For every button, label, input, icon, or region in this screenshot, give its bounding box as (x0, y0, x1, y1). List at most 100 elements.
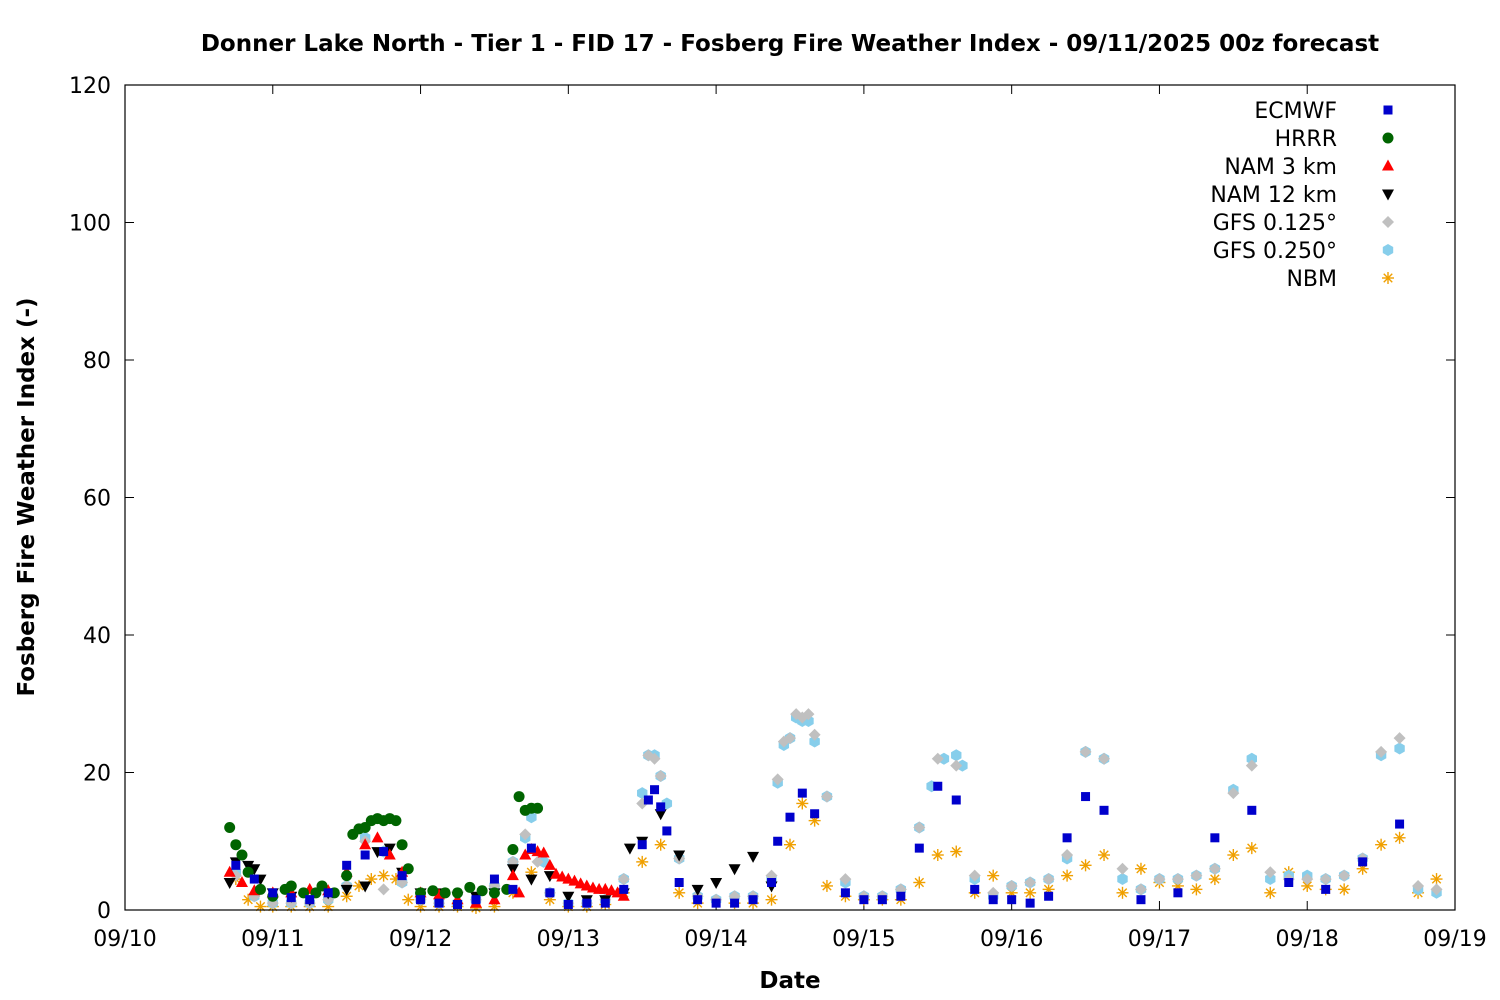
legend-label: ECMWF (1254, 99, 1337, 124)
data-point (957, 759, 968, 772)
data-point (951, 749, 962, 762)
data-point (1005, 879, 1018, 892)
legend-label: HRRR (1275, 127, 1337, 152)
y-tick-label: 120 (69, 74, 111, 99)
data-point (464, 881, 476, 893)
data-point (1117, 873, 1128, 886)
data-point (1210, 833, 1220, 843)
data-point (810, 809, 820, 819)
data-point (1079, 859, 1092, 872)
data-point (507, 844, 519, 855)
data-point (1227, 849, 1240, 861)
x-tick-label: 09/15 (832, 927, 895, 952)
data-point (1284, 878, 1294, 887)
data-point (662, 826, 672, 836)
data-point (1412, 879, 1425, 892)
data-point (1136, 895, 1146, 905)
data-point (674, 878, 684, 887)
data-point (342, 860, 352, 870)
data-point (1358, 857, 1368, 867)
data-point (488, 893, 501, 905)
data-point (988, 895, 998, 905)
x-tick-label: 09/19 (1423, 927, 1486, 952)
data-point (1264, 886, 1277, 899)
data-point (1044, 891, 1054, 901)
data-point (371, 831, 384, 843)
data-point (545, 888, 555, 898)
data-point (1116, 862, 1129, 875)
data-point (1099, 805, 1109, 815)
data-point (765, 893, 778, 906)
data-point (397, 871, 407, 881)
chart-title: Donner Lake North - Tier 1 - FID 17 - Fo… (201, 31, 1379, 57)
x-tick-label: 09/10 (93, 927, 156, 952)
data-point (913, 876, 926, 889)
data-point (531, 855, 544, 868)
y-tick-label: 60 (83, 487, 111, 512)
data-point (1116, 886, 1129, 899)
data-point (1098, 752, 1111, 765)
data-point (390, 815, 402, 827)
x-tick-label: 09/14 (684, 927, 747, 952)
data-point (1173, 888, 1183, 898)
legend-label: GFS 0.125° (1213, 211, 1337, 236)
data-point (1393, 732, 1406, 745)
data-point (784, 732, 796, 745)
data-point (968, 869, 981, 882)
data-point (797, 788, 807, 798)
data-point (513, 886, 526, 898)
x-tick-label: 09/13 (537, 927, 600, 952)
data-point (839, 873, 852, 886)
legend-label: GFS 0.250° (1213, 239, 1337, 264)
y-axis-title: Fosberg Fire Weather Index (-) (14, 297, 40, 696)
data-point (1134, 883, 1147, 896)
data-point (636, 855, 649, 868)
data-point (341, 870, 353, 882)
data-point (1062, 833, 1072, 843)
data-point (1245, 759, 1258, 772)
data-point (340, 884, 353, 896)
data-point (987, 869, 1000, 882)
data-point (730, 898, 740, 908)
data-point (802, 708, 815, 721)
legend-label: NAM 3 km (1224, 155, 1337, 180)
data-point (568, 874, 581, 886)
y-tick-label: 80 (83, 349, 111, 374)
legend-marker (1382, 189, 1394, 201)
data-point (820, 790, 833, 803)
data-point (489, 874, 499, 884)
data-point (323, 888, 333, 898)
data-point (728, 864, 741, 876)
data-point (1245, 842, 1258, 855)
data-point (1025, 898, 1035, 908)
y-tick-label: 40 (83, 624, 111, 649)
data-point (931, 752, 944, 765)
data-point (809, 735, 820, 748)
data-point (235, 876, 248, 887)
data-point (519, 828, 532, 841)
data-point (820, 879, 833, 892)
data-point (1171, 873, 1184, 886)
data-point (1061, 849, 1074, 861)
data-point (840, 888, 850, 898)
series-gfs-0-125- (229, 708, 1443, 910)
data-point (1338, 869, 1351, 882)
data-point (1393, 831, 1406, 844)
data-point (1079, 745, 1092, 758)
data-point (377, 883, 390, 896)
data-point (650, 785, 660, 795)
data-point (537, 846, 550, 858)
data-point (1430, 883, 1443, 896)
data-point (747, 851, 760, 863)
data-point (1395, 819, 1405, 829)
data-point (1081, 792, 1091, 802)
data-point (248, 864, 261, 876)
data-point (1190, 883, 1203, 896)
data-point (771, 773, 784, 786)
data-point (617, 873, 630, 886)
data-point (648, 752, 661, 765)
data-point (784, 838, 796, 851)
legend-marker (1382, 132, 1394, 144)
legend: ECMWF HRRR NAM 3 km NAM 12 km GFS 0.125° GFS … (1210, 99, 1394, 292)
x-tick-label: 09/17 (1128, 927, 1191, 952)
